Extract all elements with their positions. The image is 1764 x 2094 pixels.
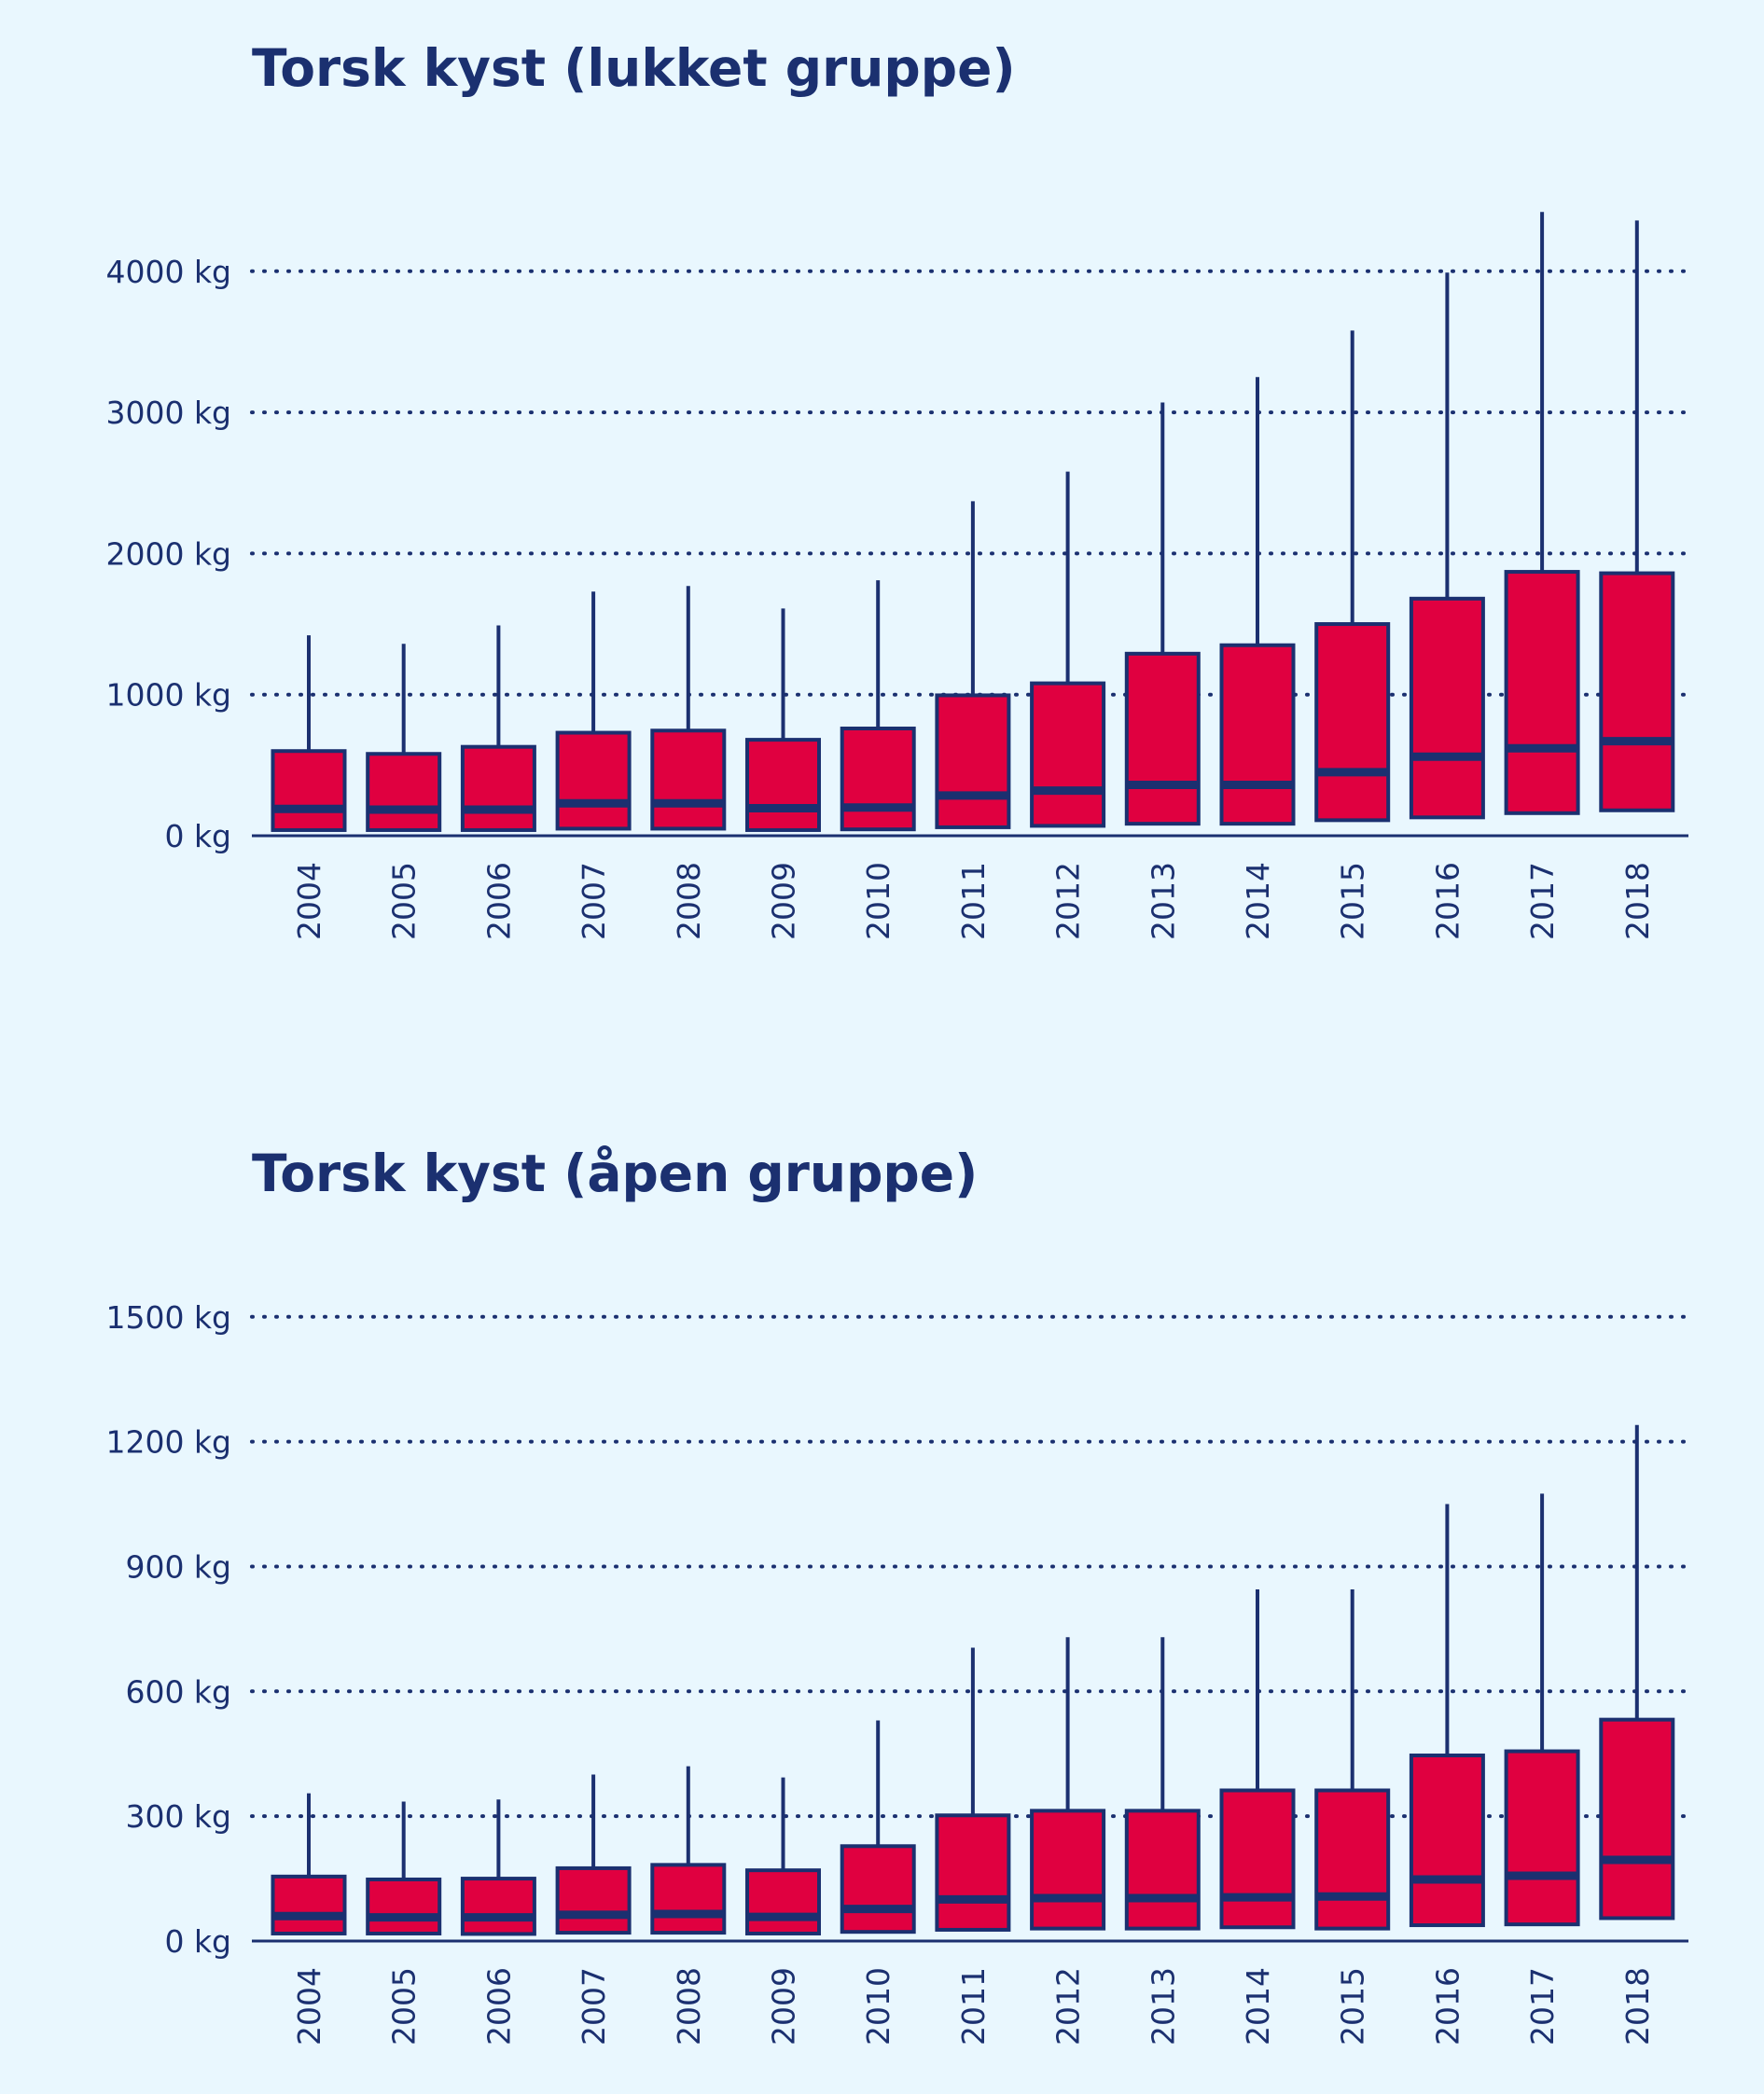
box [366, 752, 442, 832]
box [1124, 1809, 1201, 1931]
box [1124, 651, 1201, 826]
y-tick-label: 600 kg [125, 1673, 231, 1710]
box [555, 730, 632, 831]
box [460, 1877, 536, 1936]
x-tick-label: 2015 [1335, 862, 1371, 940]
x-tick-label: 2012 [1050, 862, 1087, 940]
x-tick-label: 2004 [291, 862, 327, 940]
box [271, 749, 347, 832]
x-tick-label: 2016 [1429, 862, 1465, 940]
box [1409, 1754, 1485, 1928]
box [935, 1813, 1011, 1932]
x-tick-label: 2017 [1524, 862, 1561, 940]
x-tick-label: 2009 [766, 1967, 802, 2045]
y-tick-label: 3000 kg [105, 395, 231, 431]
y-tick-label: 4000 kg [105, 254, 231, 290]
chart-title: Torsk kyst (åpen gruppe) [252, 1144, 978, 1203]
x-tick-label: 2007 [576, 862, 612, 940]
x-tick-label: 2009 [766, 862, 802, 940]
x-tick-label: 2016 [1429, 1967, 1465, 2045]
x-tick-label: 2006 [480, 1967, 517, 2045]
box [1504, 570, 1580, 815]
x-tick-label: 2013 [1145, 1967, 1181, 2045]
x-tick-label: 2014 [1240, 1967, 1276, 2045]
box [1409, 596, 1485, 820]
box [1219, 643, 1296, 826]
box [650, 1863, 727, 1935]
box [555, 1865, 632, 1935]
box [840, 727, 916, 832]
y-tick-label: 300 kg [125, 1798, 231, 1835]
x-tick-label: 2006 [480, 862, 517, 940]
x-tick-label: 2015 [1335, 1967, 1371, 2045]
y-tick-label: 1200 kg [105, 1424, 231, 1461]
y-tick-label: 2000 kg [105, 535, 231, 572]
y-tick-label: 0 kg [164, 818, 231, 854]
x-tick-label: 2007 [576, 1967, 612, 2045]
box [1504, 1749, 1580, 1927]
y-tick-label: 1500 kg [105, 1299, 231, 1336]
x-tick-label: 2004 [291, 1967, 327, 2045]
box [745, 738, 821, 832]
box [1030, 1809, 1106, 1931]
box [1219, 1788, 1296, 1930]
x-tick-label: 2013 [1145, 862, 1181, 940]
x-tick-label: 2018 [1619, 862, 1656, 940]
chart-title: Torsk kyst (lukket gruppe) [252, 38, 1016, 98]
chart-panel-apen: Torsk kyst (åpen gruppe) 0 kg 300 kg 600 k… [105, 1144, 1690, 2045]
x-tick-label: 2012 [1050, 1967, 1087, 2045]
y-tick-label: 900 kg [125, 1548, 231, 1585]
box [1599, 571, 1675, 812]
y-tick-label: 1000 kg [105, 677, 231, 714]
box [1314, 1788, 1391, 1931]
x-tick-label: 2005 [386, 862, 423, 940]
box [650, 728, 727, 831]
chart-panel-lukket: Torsk kyst (lukket gruppe) 0 kg 1000 kg 20… [105, 38, 1690, 940]
x-tick-label: 2017 [1524, 1967, 1561, 2045]
box [935, 693, 1011, 829]
x-tick-label: 2005 [386, 1967, 423, 2045]
box [460, 744, 536, 832]
x-tick-label: 2010 [860, 1967, 896, 2045]
box [1599, 1717, 1675, 1921]
x-tick-label: 2008 [671, 862, 707, 940]
box [1314, 622, 1391, 823]
y-tick-label: 0 kg [164, 1923, 231, 1960]
box [745, 1868, 821, 1935]
box [1030, 681, 1106, 828]
x-tick-label: 2008 [671, 1967, 707, 2045]
box [366, 1877, 442, 1935]
box [271, 1874, 347, 1935]
box [840, 1844, 916, 1935]
x-tick-label: 2011 [955, 862, 992, 940]
x-tick-label: 2018 [1619, 1967, 1656, 2045]
x-tick-label: 2010 [860, 862, 896, 940]
x-tick-label: 2011 [955, 1967, 992, 2045]
x-tick-label: 2014 [1240, 862, 1276, 940]
